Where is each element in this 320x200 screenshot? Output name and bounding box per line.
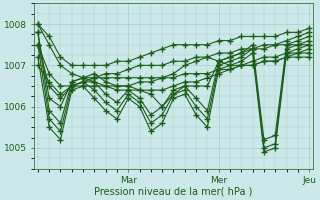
X-axis label: Pression niveau de la mer( hPa ): Pression niveau de la mer( hPa ) (94, 187, 253, 197)
